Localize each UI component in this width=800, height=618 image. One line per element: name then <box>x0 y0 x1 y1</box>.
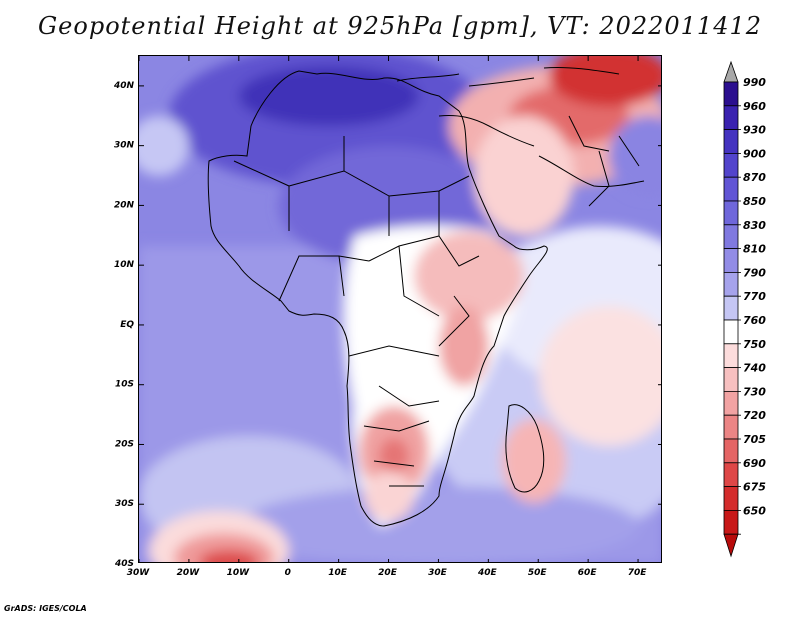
lon-tick-label: 10E <box>328 568 348 578</box>
colorbar-label: 730 <box>743 385 766 398</box>
lat-tick-label: 40S <box>114 559 134 569</box>
colorbar-label: 705 <box>743 433 766 446</box>
colorbar-label: 900 <box>743 147 766 160</box>
lon-tick-label: 30W <box>127 568 151 578</box>
colorbar-label: 870 <box>743 171 766 184</box>
lat-tick-label: 40N <box>113 81 135 91</box>
colorbar-swatch <box>723 248 739 273</box>
lon-tick-label: 60E <box>578 568 598 578</box>
colorbar-swatch <box>723 224 739 250</box>
colorbar-label: 675 <box>743 481 766 494</box>
colorbar-swatch <box>723 509 739 535</box>
colorbar-swatch <box>723 271 739 297</box>
colorbar-swatch <box>723 486 739 511</box>
colorbar-swatch <box>723 438 739 464</box>
colorbar-label: 930 <box>743 124 766 137</box>
colorbar-swatch <box>723 367 739 392</box>
colorbar-label: 740 <box>743 362 766 375</box>
colorbar-label: 990 <box>743 76 766 89</box>
colorbar-label: 760 <box>743 314 766 327</box>
credit-text: GrADS: IGES/COLA <box>4 604 87 613</box>
map-axes <box>139 56 661 562</box>
colorbar-swatch <box>723 153 739 178</box>
colorbar-swatch <box>723 462 739 487</box>
colorbar-label: 750 <box>743 338 766 351</box>
colorbar-label: 770 <box>743 290 766 303</box>
colorbar-label: 650 <box>743 504 766 517</box>
map-panel[interactable] <box>138 55 662 563</box>
colorbar-label: 790 <box>743 266 766 279</box>
coastlines <box>207 66 645 527</box>
lat-tick-label: 10S <box>115 380 134 390</box>
colorbar-swatch <box>723 129 739 154</box>
colorbar-label: 830 <box>743 219 766 232</box>
colorbar-label: 810 <box>743 243 766 256</box>
colorbar-top-arrow <box>723 60 739 83</box>
colorbar-swatch <box>723 390 739 416</box>
colorbar-swatch <box>723 81 739 107</box>
colorbar-swatch <box>723 295 739 321</box>
lon-tick-label: 50E <box>528 568 548 578</box>
lon-tick-label: 30E <box>428 568 448 578</box>
lat-tick-label: 20N <box>114 200 135 210</box>
lon-tick-label: 20E <box>378 568 398 578</box>
colorbar-swatch <box>723 319 739 345</box>
lat-tick-label: 30S <box>115 499 134 509</box>
lat-tick-label: 30N <box>114 141 135 151</box>
colorbar-label: 850 <box>743 195 766 208</box>
lat-tick-label: EQ <box>120 320 134 330</box>
colorbar-swatch <box>723 176 739 202</box>
page-title: Geopotential Height at 925hPa [gpm], VT:… <box>38 12 762 40</box>
lon-tick-label: 20W <box>177 568 201 578</box>
lon-tick-label: 0 <box>285 568 291 578</box>
colorbar-bottom-arrow <box>723 533 739 558</box>
height-field-map <box>139 56 661 562</box>
colorbar-label: 690 <box>743 457 766 470</box>
colorbar-swatch <box>723 200 739 226</box>
lat-tick-label: 10N <box>114 260 135 270</box>
colorbar-swatch <box>723 414 739 440</box>
colorbar-label: 720 <box>743 409 766 422</box>
lon-tick-label: 40E <box>477 568 498 578</box>
colorbar: 990 960 930 900 870 850 830 810 790 770 760 750 740 7… <box>723 60 766 558</box>
colorbar-swatch <box>723 105 739 130</box>
lat-tick-label: 20S <box>115 439 134 449</box>
lon-tick-label: 70E <box>628 568 648 578</box>
lon-tick-label: 10W <box>227 568 251 578</box>
colorbar-swatch <box>723 343 739 368</box>
colorbar-label: 960 <box>743 100 766 113</box>
